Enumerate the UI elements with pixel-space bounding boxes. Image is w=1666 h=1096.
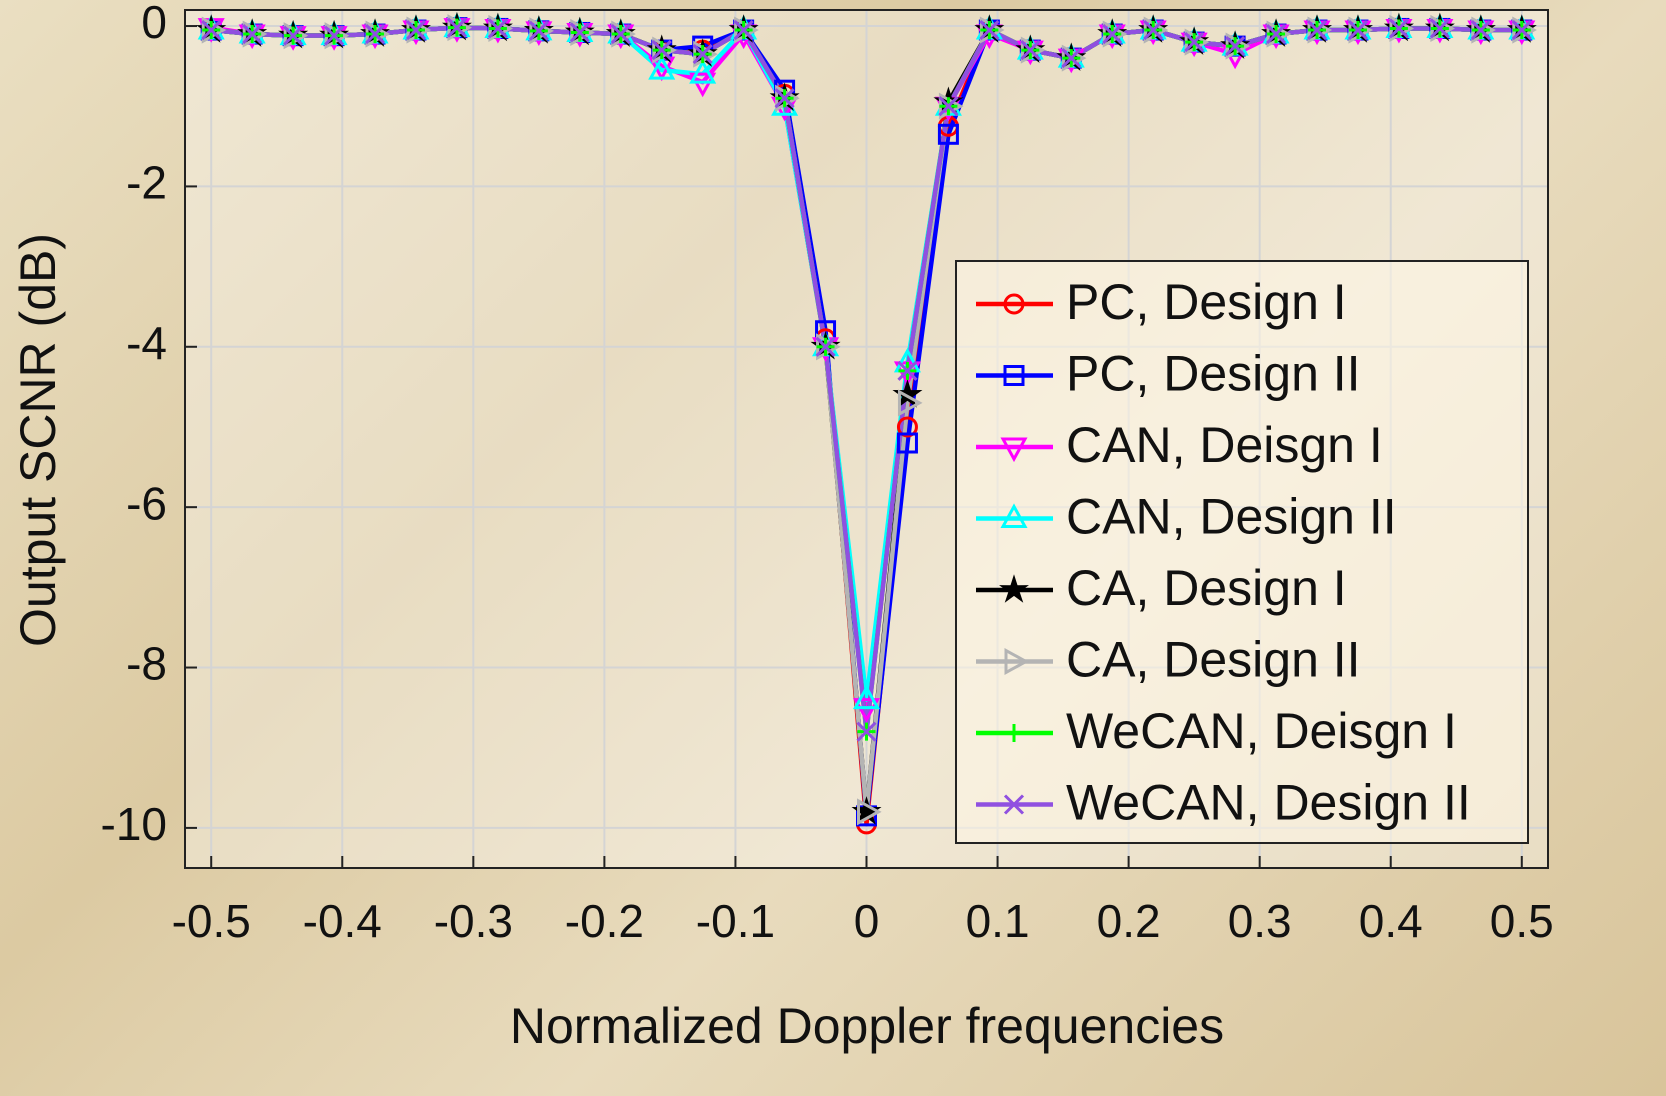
x-tick-label: 0.4 [1359,895,1423,947]
y-tick-label: -8 [126,638,167,690]
marker [1000,503,1028,528]
legend-label: CA, Design II [1066,632,1361,688]
marker [446,17,468,38]
marker [1388,18,1409,39]
marker [998,574,1030,603]
marker [1306,19,1328,41]
legend-label: CAN, Deisgn I [1066,417,1383,473]
marker [1004,647,1030,676]
marker [689,59,717,84]
marker [1003,293,1025,315]
x-tick-label: -0.5 [172,895,251,947]
marker [1225,36,1246,57]
marker [1020,40,1041,61]
marker [897,360,918,381]
marker [1003,794,1025,815]
marker [405,19,427,41]
marker [937,123,959,145]
marker [1265,23,1287,45]
marker [201,19,222,41]
marker [689,72,717,98]
marker [1184,32,1205,53]
legend-label: WeCAN, Deisgn I [1066,703,1457,759]
x-tick-label: 0 [854,895,880,947]
marker [1429,18,1450,39]
y-tick-label: -6 [126,477,167,529]
legend: PC, Design I PC, Design II CAN, Deisgn I CA… [955,260,1529,844]
marker [364,23,386,45]
marker [1470,19,1491,41]
marker [897,389,923,417]
marker [569,22,590,43]
x-tick-label: -0.2 [565,895,644,947]
x-tick-label: 0.3 [1228,895,1292,947]
legend-label: WeCAN, Design II [1066,775,1471,831]
x-tick-label: 0.2 [1097,895,1161,947]
x-tick-label: 0.5 [1490,895,1554,947]
marker [852,698,881,723]
marker [1061,48,1082,69]
marker [856,721,877,742]
marker [1003,365,1025,386]
legend-label: CA, Design I [1066,560,1347,616]
marker [610,23,631,45]
marker [692,44,713,65]
y-tick-label: -4 [126,317,167,369]
y-tick-label: -10 [101,798,167,850]
marker [857,798,882,826]
legend-label: PC, Design II [1066,346,1361,402]
legend-label: PC, Design I [1066,274,1347,330]
marker [1005,724,1023,742]
marker [1347,19,1369,41]
marker [1143,19,1164,41]
marker [487,18,508,39]
y-tick-label: -2 [126,157,167,209]
x-tick-label: 0.1 [966,895,1030,947]
marker [815,336,836,357]
x-tick-label: -0.4 [303,895,382,947]
y-axis-label: Output SCNR (dB) [10,233,66,647]
x-axis-label: Normalized Doppler frequencies [510,998,1224,1054]
legend-label: CAN, Design II [1066,489,1397,545]
marker [938,96,959,117]
axes-box [184,9,1549,869]
marker [896,432,918,454]
marker [283,25,304,46]
marker [648,55,676,80]
marker [896,416,918,438]
marker [979,19,1000,41]
marker [1511,19,1532,41]
marker [1000,437,1028,463]
marker [242,23,263,45]
y-tick-label: 0 [141,0,167,48]
marker [324,25,345,46]
marker [733,19,754,41]
legend-box [955,260,1529,844]
marker [528,20,549,41]
marker [852,684,881,710]
marker [1102,23,1123,45]
marker [651,40,672,61]
marker [774,88,795,109]
x-tick-label: -0.3 [434,895,513,947]
x-tick-label: -0.1 [696,895,775,947]
